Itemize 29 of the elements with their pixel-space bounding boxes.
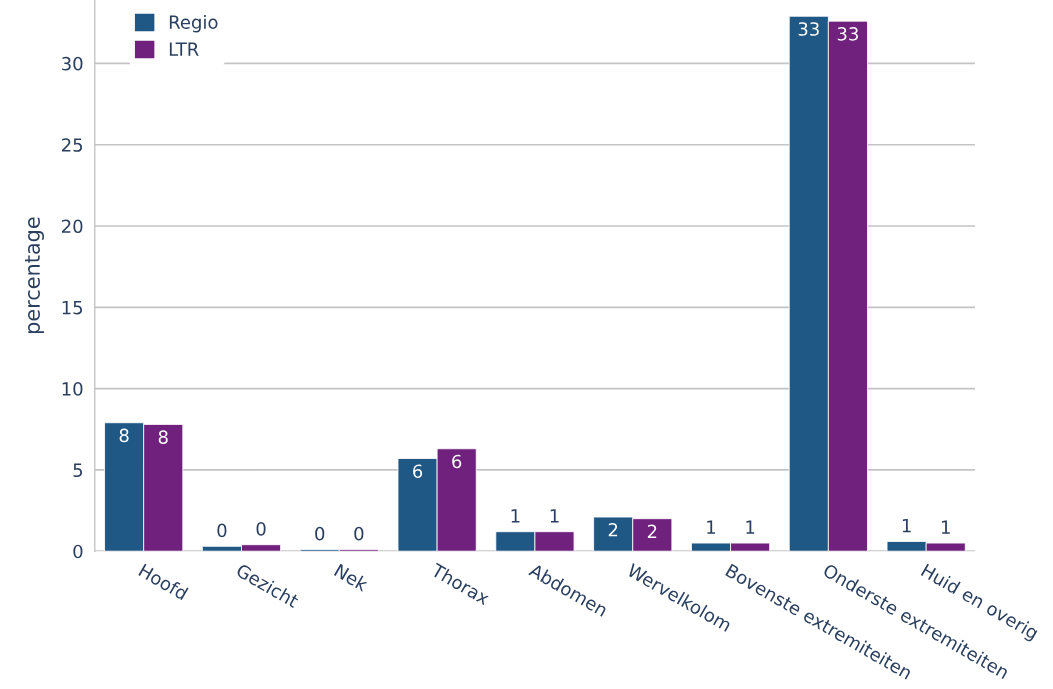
data-label: 1 xyxy=(746,520,755,534)
data-label: 6 xyxy=(452,454,462,469)
legend-label: Regio xyxy=(169,14,218,33)
data-label: 0 xyxy=(256,521,266,536)
y-axis-title: percentage xyxy=(25,217,45,334)
data-label: 0 xyxy=(217,523,227,538)
data-label: 6 xyxy=(413,464,423,479)
data-label: 8 xyxy=(158,430,168,444)
y-tick-label: 25 xyxy=(62,138,83,152)
data-label: 2 xyxy=(647,524,657,538)
data-label: 1 xyxy=(707,520,716,534)
y-tick-label: 0 xyxy=(73,544,83,559)
data-label: 1 xyxy=(511,509,520,523)
data-label: 2 xyxy=(608,522,618,537)
data-label: 0 xyxy=(315,526,325,541)
data-label: 1 xyxy=(902,518,911,533)
y-tick-label: 5 xyxy=(73,463,83,478)
data-label: 0 xyxy=(354,526,364,541)
y-tick-label: 10 xyxy=(62,382,83,396)
x-tick-label: Nek xyxy=(333,563,370,592)
data-label: 8 xyxy=(119,428,129,443)
y-tick-label: 15 xyxy=(62,301,83,315)
data-label: 1 xyxy=(941,520,950,534)
data-label: 33 xyxy=(837,27,858,41)
data-label: 33 xyxy=(798,22,819,36)
y-tick-label: 30 xyxy=(62,56,83,71)
y-tick-label: 20 xyxy=(62,219,83,234)
data-label: 1 xyxy=(550,509,559,523)
legend-label: LTR xyxy=(169,42,199,56)
